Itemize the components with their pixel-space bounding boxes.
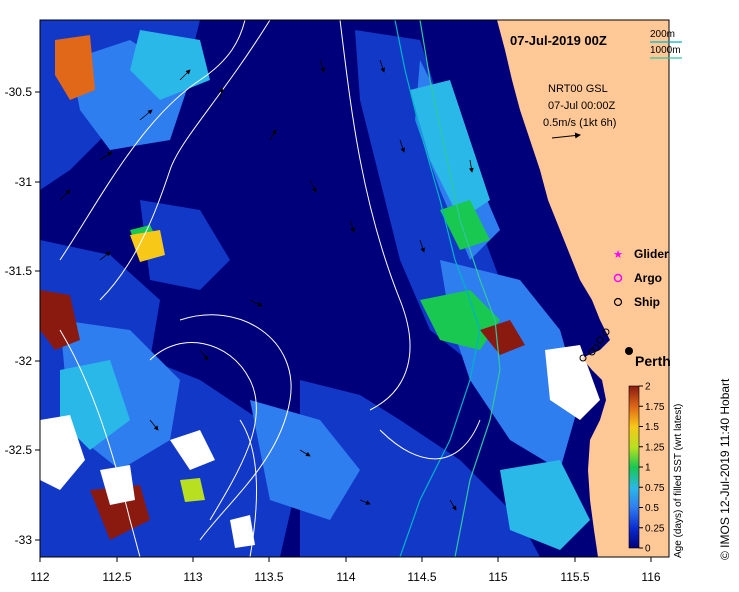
city-label: Perth xyxy=(635,353,671,369)
legend-glider-label: Glider xyxy=(634,247,669,261)
map-title: 07-Jul-2019 00Z xyxy=(510,33,607,48)
y-tick-label: -31 xyxy=(15,175,33,189)
cloud-gaps xyxy=(40,345,600,548)
velocity-scale-arrow xyxy=(551,132,581,139)
x-tick-label: 114.5 xyxy=(407,570,436,584)
isobath-200m xyxy=(394,20,481,557)
land-western-australia xyxy=(497,20,669,557)
perth-marker xyxy=(625,347,633,355)
x-tick-label: 112 xyxy=(30,570,49,584)
ssh-contours xyxy=(59,20,481,557)
credit-text: © IMOS 12-Jul-2019 11:40 Hobart xyxy=(718,378,732,560)
ship-circle-icon xyxy=(613,297,623,307)
x-tick-label: 113.5 xyxy=(254,570,283,584)
platform-legend: ★ Glider Argo Ship xyxy=(613,247,669,309)
y-tick-label: -33 xyxy=(15,533,33,547)
x-tick-label: 114 xyxy=(336,570,355,584)
colorbar-tick-label: 0.25 xyxy=(645,523,665,534)
map-plot-area xyxy=(40,20,669,557)
legend-argo-label: Argo xyxy=(634,271,662,285)
colorbar-ticks: 0 0.25 0.5 0.75 1 1.25 1.5 1.75 2 xyxy=(639,382,665,555)
colorbar-tick-label: 1 xyxy=(645,463,651,474)
colorbar-tick-label: 0.5 xyxy=(645,503,659,514)
colorbar-tick-label: 1.5 xyxy=(645,422,659,433)
y-axis: -30.5 -31 -31.5 -32 -32.5 -33 xyxy=(5,85,40,547)
product-name: NRT00 GSL xyxy=(548,83,608,95)
colorbar-tick-label: 1.25 xyxy=(645,442,665,453)
glider-star-icon: ★ xyxy=(613,249,623,261)
x-tick-label: 115.5 xyxy=(560,570,589,584)
isobath-1000m xyxy=(419,20,501,557)
colorbar-tick-label: 2 xyxy=(645,382,651,393)
y-tick-label: -32 xyxy=(15,354,33,368)
x-axis: 112 112.5 113 113.5 114 114.5 115 115.5 116 xyxy=(30,557,661,584)
velocity-scale-label: 0.5m/s (1kt 6h) xyxy=(543,117,616,129)
y-tick-label: -31.5 xyxy=(5,264,33,278)
y-tick-label: -32.5 xyxy=(5,443,33,457)
x-tick-label: 116 xyxy=(641,570,660,584)
colorbar-tick-label: 1.75 xyxy=(645,402,665,413)
x-tick-label: 113 xyxy=(183,570,202,584)
colorbar-label: Age (days) of filled SST (wrt latest) xyxy=(673,404,684,558)
argo-circle-icon xyxy=(613,273,623,283)
isobath-200m-label: 200m xyxy=(650,29,675,40)
velocity-vectors xyxy=(59,59,474,511)
legend-ship-label: Ship xyxy=(634,295,660,309)
isobath-1000m-label: 1000m xyxy=(650,45,681,56)
x-tick-label: 115 xyxy=(488,570,507,584)
product-time: 07-Jul 00:00Z xyxy=(548,100,616,112)
plot-frame xyxy=(39,19,670,558)
colorbar-tick-label: 0.75 xyxy=(645,483,665,494)
sst-field-warm xyxy=(40,35,525,540)
colorbar-tick-label: 0 xyxy=(645,544,651,555)
colorbar xyxy=(628,385,640,549)
x-tick-label: 112.5 xyxy=(102,570,131,584)
ship-markers xyxy=(579,328,610,362)
y-tick-label: -30.5 xyxy=(5,85,33,99)
